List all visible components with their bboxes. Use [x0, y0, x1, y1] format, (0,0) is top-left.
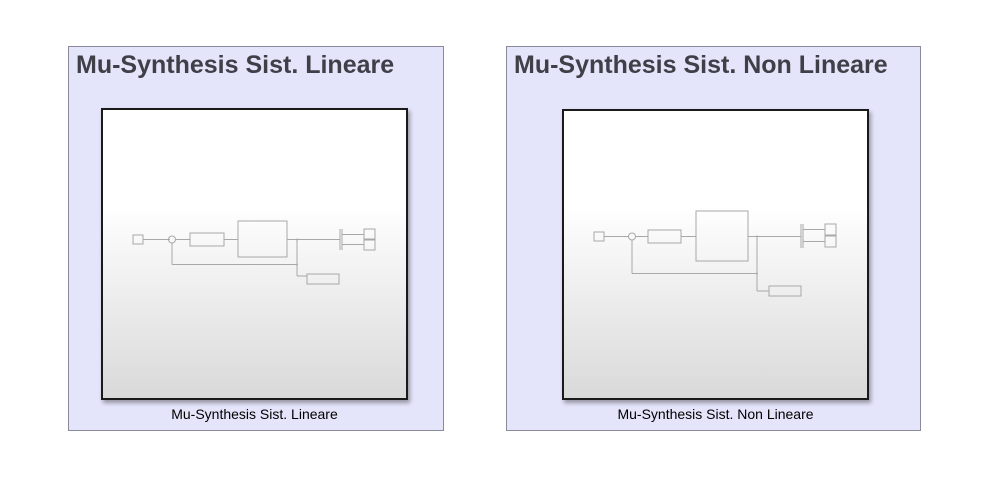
- block-label: Mu-Synthesis Sist. Lineare: [171, 406, 338, 422]
- gain-block: [647, 229, 682, 244]
- inport-block: [132, 234, 144, 245]
- area-title: Mu-Synthesis Sist. Non Lineare: [514, 51, 888, 79]
- output-block: [306, 273, 340, 285]
- inport-block: [593, 231, 605, 242]
- subsystem-block-lineare[interactable]: [101, 108, 408, 400]
- subsystem-inner-block: [237, 220, 288, 258]
- area-lineare: Mu-Synthesis Sist. Lineare: [68, 46, 444, 431]
- model-thumbnail: [132, 220, 376, 285]
- area-non-lineare: Mu-Synthesis Sist. Non Lineare: [506, 46, 921, 431]
- scope-block-1: [363, 228, 376, 240]
- subsystem-inner-block: [695, 210, 749, 262]
- sum-block: [628, 232, 636, 241]
- scope-block-1: [824, 223, 837, 236]
- model-thumbnail: [593, 210, 837, 297]
- gain-block: [189, 232, 225, 247]
- block-label: Mu-Synthesis Sist. Non Lineare: [617, 406, 814, 422]
- subsystem-block-non-lineare[interactable]: [562, 109, 869, 400]
- scope-block-2: [363, 239, 376, 251]
- scope-block-2: [824, 235, 837, 248]
- area-title: Mu-Synthesis Sist. Lineare: [76, 51, 395, 79]
- output-block: [768, 285, 802, 297]
